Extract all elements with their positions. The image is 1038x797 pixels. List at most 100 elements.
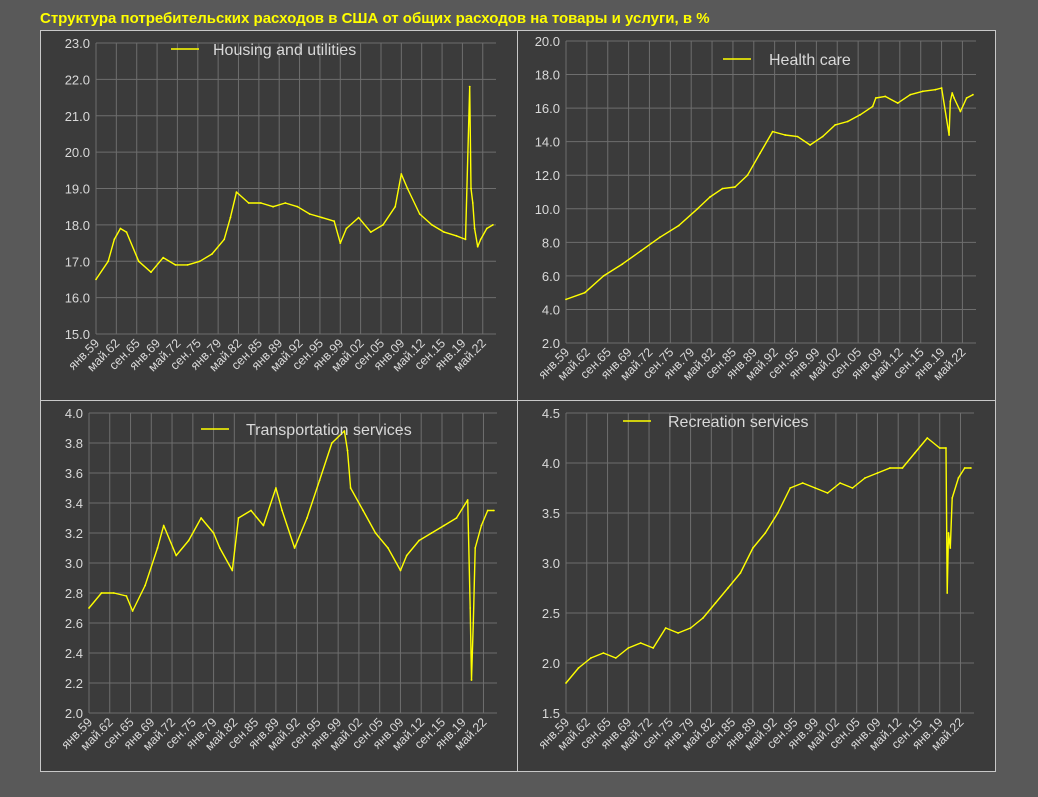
data-point (696, 207, 699, 210)
data-point (727, 587, 729, 589)
data-point (331, 442, 333, 444)
data-point (200, 517, 203, 519)
y-tick-label: 4.0 (542, 456, 560, 471)
data-point (776, 512, 779, 514)
data-point (400, 173, 403, 175)
data-point (746, 174, 749, 177)
data-point (889, 467, 891, 469)
data-point (131, 610, 134, 612)
data-point (211, 253, 213, 255)
data-point (318, 479, 321, 482)
data-point (934, 88, 937, 91)
data-point (223, 238, 226, 241)
data-point (470, 679, 473, 681)
legend-label: Housing and utilities (213, 42, 356, 59)
data-point (946, 592, 949, 594)
chart-health-care: 2.04.06.08.010.012.014.016.018.020.0янв.… (535, 34, 976, 383)
data-point (913, 452, 916, 454)
y-tick-label: 1.5 (542, 706, 560, 721)
data-point (473, 227, 476, 230)
data-point (144, 584, 146, 587)
y-tick-label: 20.0 (535, 34, 560, 49)
data-point (406, 187, 409, 190)
data-point (387, 547, 389, 549)
y-tick-label: 2.0 (542, 656, 560, 671)
legend-label: Recreation services (668, 414, 809, 431)
data-point (959, 110, 962, 113)
data-point (492, 224, 494, 226)
chart-panel-health-care: 2.0 4.0 6.0 8.0 10.0 12.0 14.0 16.0 18.0 20.0 янв.… (517, 30, 996, 401)
data-point (565, 298, 567, 301)
data-point (689, 627, 692, 629)
data-point (764, 532, 767, 534)
y-tick-label: 3.5 (542, 506, 560, 521)
data-point (814, 487, 817, 489)
data-point (156, 547, 159, 549)
data-point (470, 187, 472, 190)
data-point (938, 447, 941, 449)
data-point (345, 227, 348, 230)
data-point (250, 509, 252, 512)
data-point (260, 202, 262, 204)
series-line (95, 85, 494, 280)
data-point (652, 647, 655, 649)
data-point (851, 487, 854, 489)
chart-panel-transportation: 2.0 2.2 2.4 2.6 2.8 3.0 3.2 3.4 3.6 3.8 4.0 янв.59 м… (40, 400, 518, 772)
data-point (174, 264, 177, 266)
y-tick-label: 6.0 (542, 269, 560, 284)
series-line (565, 87, 974, 301)
data-point (405, 554, 408, 557)
data-point (834, 124, 837, 126)
data-point (247, 202, 250, 204)
data-point (659, 236, 661, 239)
data-point (137, 260, 140, 263)
data-point (187, 539, 190, 542)
data-point (784, 134, 786, 136)
data-point (455, 517, 458, 519)
y-tick-label: 17.0 (65, 254, 90, 269)
data-point (970, 467, 972, 469)
data-point (949, 547, 952, 549)
data-point (430, 532, 433, 534)
y-tick-label: 16.0 (65, 291, 90, 306)
data-point (343, 430, 346, 432)
data-point (677, 224, 680, 227)
y-tick-label: 16.0 (535, 101, 560, 116)
data-point (175, 554, 178, 557)
data-point (859, 113, 862, 116)
data-point (921, 90, 924, 93)
data-point (150, 271, 152, 274)
data-point (577, 667, 580, 669)
legend-label: Transportation services (246, 422, 412, 439)
y-tick-label: 19.0 (65, 182, 90, 197)
chart-recreation: 1.52.02.53.03.54.04.5янв.59май.62сен.65я… (536, 406, 974, 753)
data-point (100, 592, 103, 594)
y-tick-label: 2.4 (65, 646, 83, 661)
data-point (107, 260, 110, 263)
data-point (926, 437, 929, 439)
data-point (162, 524, 165, 527)
data-point (235, 191, 238, 194)
data-point (821, 135, 824, 138)
chart-panel-recreation: 1.5 2.0 2.5 3.0 3.5 4.0 4.5 янв.59 май.62 сен.65 я… (517, 400, 996, 772)
data-point (965, 97, 968, 99)
data-point (639, 642, 642, 644)
data-point (871, 105, 874, 108)
y-tick-label: 18.0 (535, 68, 560, 83)
data-point (382, 224, 384, 226)
chart-transportation: 2.02.22.42.62.83.03.23.43.63.84.0янв.59м… (59, 406, 497, 753)
series-line (88, 430, 494, 681)
data-point (957, 477, 960, 479)
data-point (399, 569, 402, 572)
data-point (876, 472, 879, 474)
data-point (664, 627, 667, 629)
data-point (281, 509, 283, 512)
data-point (469, 607, 472, 609)
data-point (909, 93, 912, 96)
data-point (464, 238, 467, 241)
data-point (602, 275, 605, 277)
data-point (714, 602, 717, 604)
data-point (709, 196, 711, 198)
data-point (293, 547, 296, 549)
data-point (374, 532, 377, 534)
